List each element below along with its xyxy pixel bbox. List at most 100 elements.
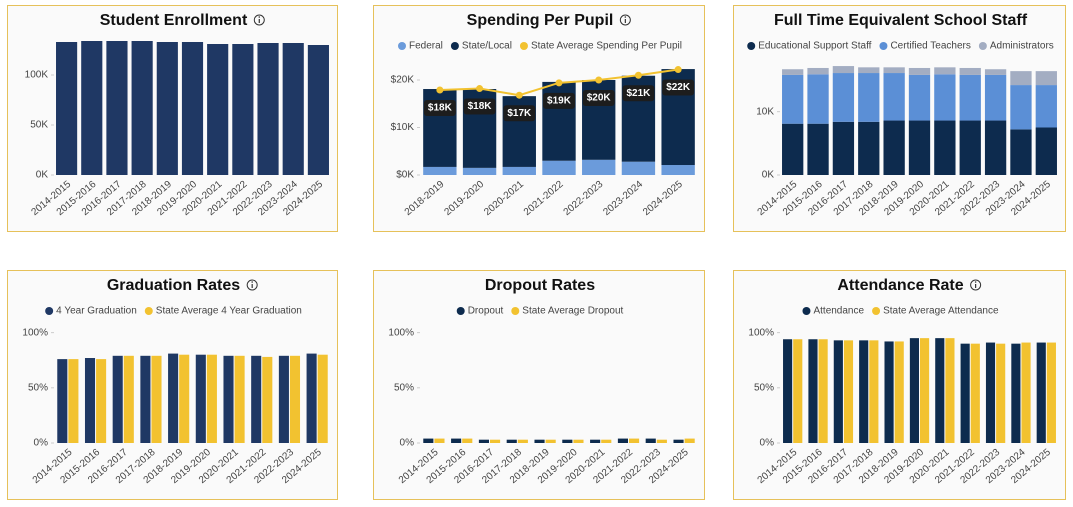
bar [793, 339, 803, 443]
bar [673, 439, 684, 443]
bar [179, 354, 190, 443]
bar [1036, 342, 1046, 443]
legend-item: State Average 4 Year Graduation [144, 306, 302, 317]
chart-panel: Student Enrollment0K50K100K2014-20152015… [7, 5, 338, 232]
data-label: $18K [423, 99, 456, 116]
bar [1010, 129, 1032, 175]
bar [542, 160, 576, 175]
bar [434, 438, 445, 443]
bar [1035, 127, 1057, 175]
bar [168, 353, 179, 443]
legend-label: 4 Year Graduation [56, 306, 137, 317]
bar [884, 341, 894, 443]
bar [959, 120, 981, 175]
bar [970, 343, 980, 443]
bar [223, 355, 234, 443]
bar [234, 355, 245, 443]
y-tick-label: 0% [400, 438, 415, 449]
bar [984, 120, 1007, 175]
bar [656, 439, 667, 443]
bar [908, 74, 931, 121]
bar [909, 338, 919, 443]
bar [832, 66, 855, 74]
y-tick-label: 100% [748, 327, 774, 338]
bar [278, 355, 289, 443]
data-label-text: $21K [626, 88, 651, 99]
data-label-text: $22K [666, 82, 691, 93]
bar [832, 73, 855, 122]
bar [782, 123, 804, 175]
line-point [555, 79, 563, 87]
line-point [595, 76, 603, 84]
bar [502, 166, 536, 175]
y-tick-label: 0K [36, 170, 49, 181]
bar [984, 74, 1007, 121]
bar [562, 439, 573, 443]
y-tick-label: 100% [388, 327, 414, 338]
data-label-box [423, 99, 456, 116]
bar [207, 44, 229, 175]
x-tick-label: 2019-2020 [442, 179, 486, 218]
bar [462, 438, 473, 443]
y-tick-label: 50% [754, 382, 774, 393]
chart-panel: Attendance Rate Attendance State Average A… [733, 270, 1066, 500]
chart-title: Spending Per Pupil [467, 12, 614, 29]
info-icon [246, 279, 258, 291]
bar [807, 123, 829, 175]
legend-item: State Average Attendance [872, 306, 999, 317]
bar [869, 340, 879, 443]
data-label-text: $18K [468, 101, 493, 112]
bar [661, 165, 695, 175]
chart-panel: Graduation Rates 4 Year Graduation State A… [7, 270, 338, 500]
bar [257, 43, 279, 175]
y-tick-label: 0K [762, 170, 775, 181]
bar [1021, 342, 1031, 443]
data-label-text: $20K [587, 93, 612, 104]
y-tick-label: 0% [760, 438, 775, 449]
bar [423, 438, 434, 443]
bar [621, 161, 656, 175]
data-label: $17K [503, 105, 536, 122]
bar [106, 41, 128, 175]
bar [985, 342, 996, 443]
chart-title: Graduation Rates [107, 277, 240, 294]
bar [894, 341, 904, 443]
y-tick-label: 50K [30, 120, 48, 131]
bar [307, 45, 329, 175]
bar [462, 167, 497, 175]
bar [195, 354, 206, 443]
bar [156, 42, 178, 175]
y-tick-label: 50% [28, 382, 48, 393]
info-icon [970, 279, 982, 291]
bar [262, 356, 273, 443]
legend-swatch [519, 42, 528, 50]
bar [833, 340, 843, 443]
y-tick-label: 0% [34, 438, 49, 449]
bar [306, 353, 317, 443]
x-tick-label: 2020-2021 [482, 179, 526, 218]
x-tick-label: 2023-2024 [601, 179, 645, 218]
bar [601, 439, 612, 443]
bar [590, 439, 601, 443]
chart-panel: Dropout Rates Dropout State Average Dropou… [373, 270, 705, 500]
bar [883, 120, 905, 175]
bar [960, 343, 970, 443]
bar [818, 339, 828, 443]
bar [934, 120, 956, 175]
bar [629, 438, 640, 443]
legend-swatch [802, 307, 811, 315]
legend-swatch [398, 42, 406, 50]
data-label: $21K [622, 85, 655, 102]
bar [451, 438, 462, 443]
bar [859, 340, 869, 443]
bar [206, 354, 217, 443]
legend-swatch [747, 42, 756, 50]
legend-swatch [450, 42, 459, 50]
bar [151, 355, 162, 443]
bar [684, 438, 695, 443]
data-label: $22K [662, 79, 695, 96]
bar [490, 439, 501, 443]
bar [883, 73, 905, 121]
data-label-box [543, 92, 575, 109]
line-point [476, 85, 484, 93]
